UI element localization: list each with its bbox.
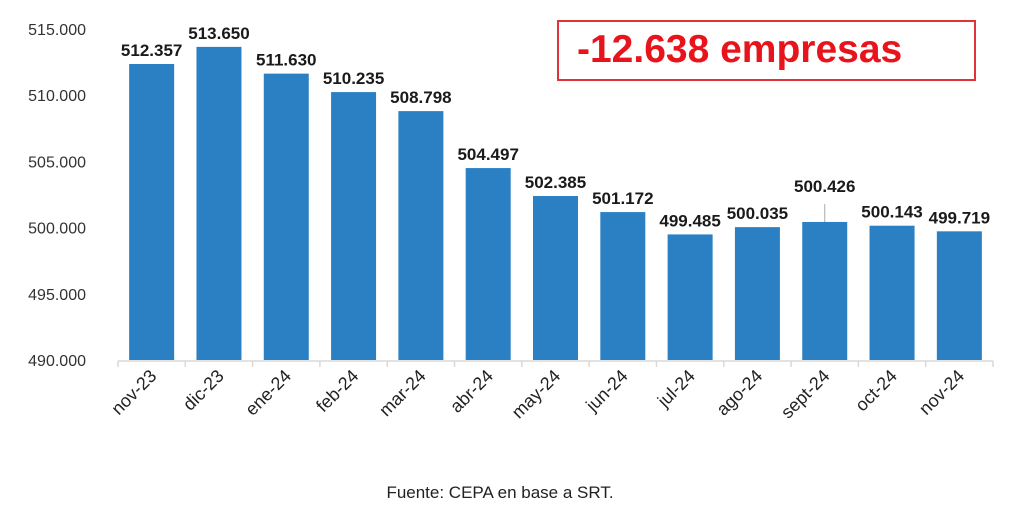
- data-label: 510.235: [323, 69, 384, 88]
- x-tick-label: ago-24: [712, 366, 766, 420]
- data-label: 511.630: [256, 51, 317, 70]
- data-label: 502.385: [525, 173, 586, 192]
- bar: [869, 225, 915, 360]
- bar: [263, 73, 309, 360]
- bar: [600, 212, 646, 360]
- bar: [465, 168, 511, 360]
- source-note: Fuente: CEPA en base a SRT.: [386, 483, 614, 502]
- y-tick-label: 490.000: [28, 353, 86, 370]
- x-tick-label: feb-24: [312, 366, 362, 416]
- data-label: 500.035: [727, 204, 788, 223]
- bar: [802, 221, 848, 360]
- x-tick-label: ene-24: [241, 366, 295, 420]
- data-label: 504.497: [457, 145, 518, 164]
- bar: [533, 196, 578, 360]
- y-tick-label: 505.000: [28, 154, 86, 171]
- data-label: 500.143: [861, 203, 922, 222]
- y-tick-label: 515.000: [28, 22, 86, 39]
- x-tick-label: nov-23: [107, 366, 160, 419]
- x-tick-label: abr-24: [446, 366, 497, 417]
- x-tick-label: sept-24: [777, 366, 834, 423]
- y-tick-label: 510.000: [28, 88, 86, 105]
- bar: [129, 63, 175, 361]
- x-tick-label: mar-24: [375, 366, 429, 420]
- bar: [734, 227, 780, 360]
- annotation-text: -12.638 empresas: [577, 28, 903, 71]
- data-label: 500.426: [794, 177, 855, 196]
- y-tick-label: 495.000: [28, 287, 86, 304]
- data-label: 513.650: [188, 24, 249, 43]
- y-tick-label: 500.000: [28, 221, 86, 238]
- data-label: 499.485: [659, 211, 720, 230]
- x-tick-label: jul-24: [653, 366, 699, 412]
- bar: [667, 234, 713, 360]
- bar: [936, 231, 982, 360]
- x-tick-label: may-24: [508, 366, 565, 423]
- data-label: 508.798: [390, 88, 451, 107]
- x-tick-label: oct-24: [851, 366, 901, 416]
- data-label: 499.719: [929, 208, 990, 227]
- annotation-box: -12.638 empresas: [557, 20, 976, 81]
- data-label: 512.357: [121, 41, 182, 60]
- bar: [331, 92, 377, 361]
- data-label: 501.172: [592, 189, 653, 208]
- bar: [398, 111, 444, 361]
- x-tick-label: nov-24: [915, 366, 968, 419]
- x-tick-label: jun-24: [581, 366, 631, 416]
- bar: [196, 46, 242, 361]
- x-tick-label: dic-23: [179, 366, 228, 415]
